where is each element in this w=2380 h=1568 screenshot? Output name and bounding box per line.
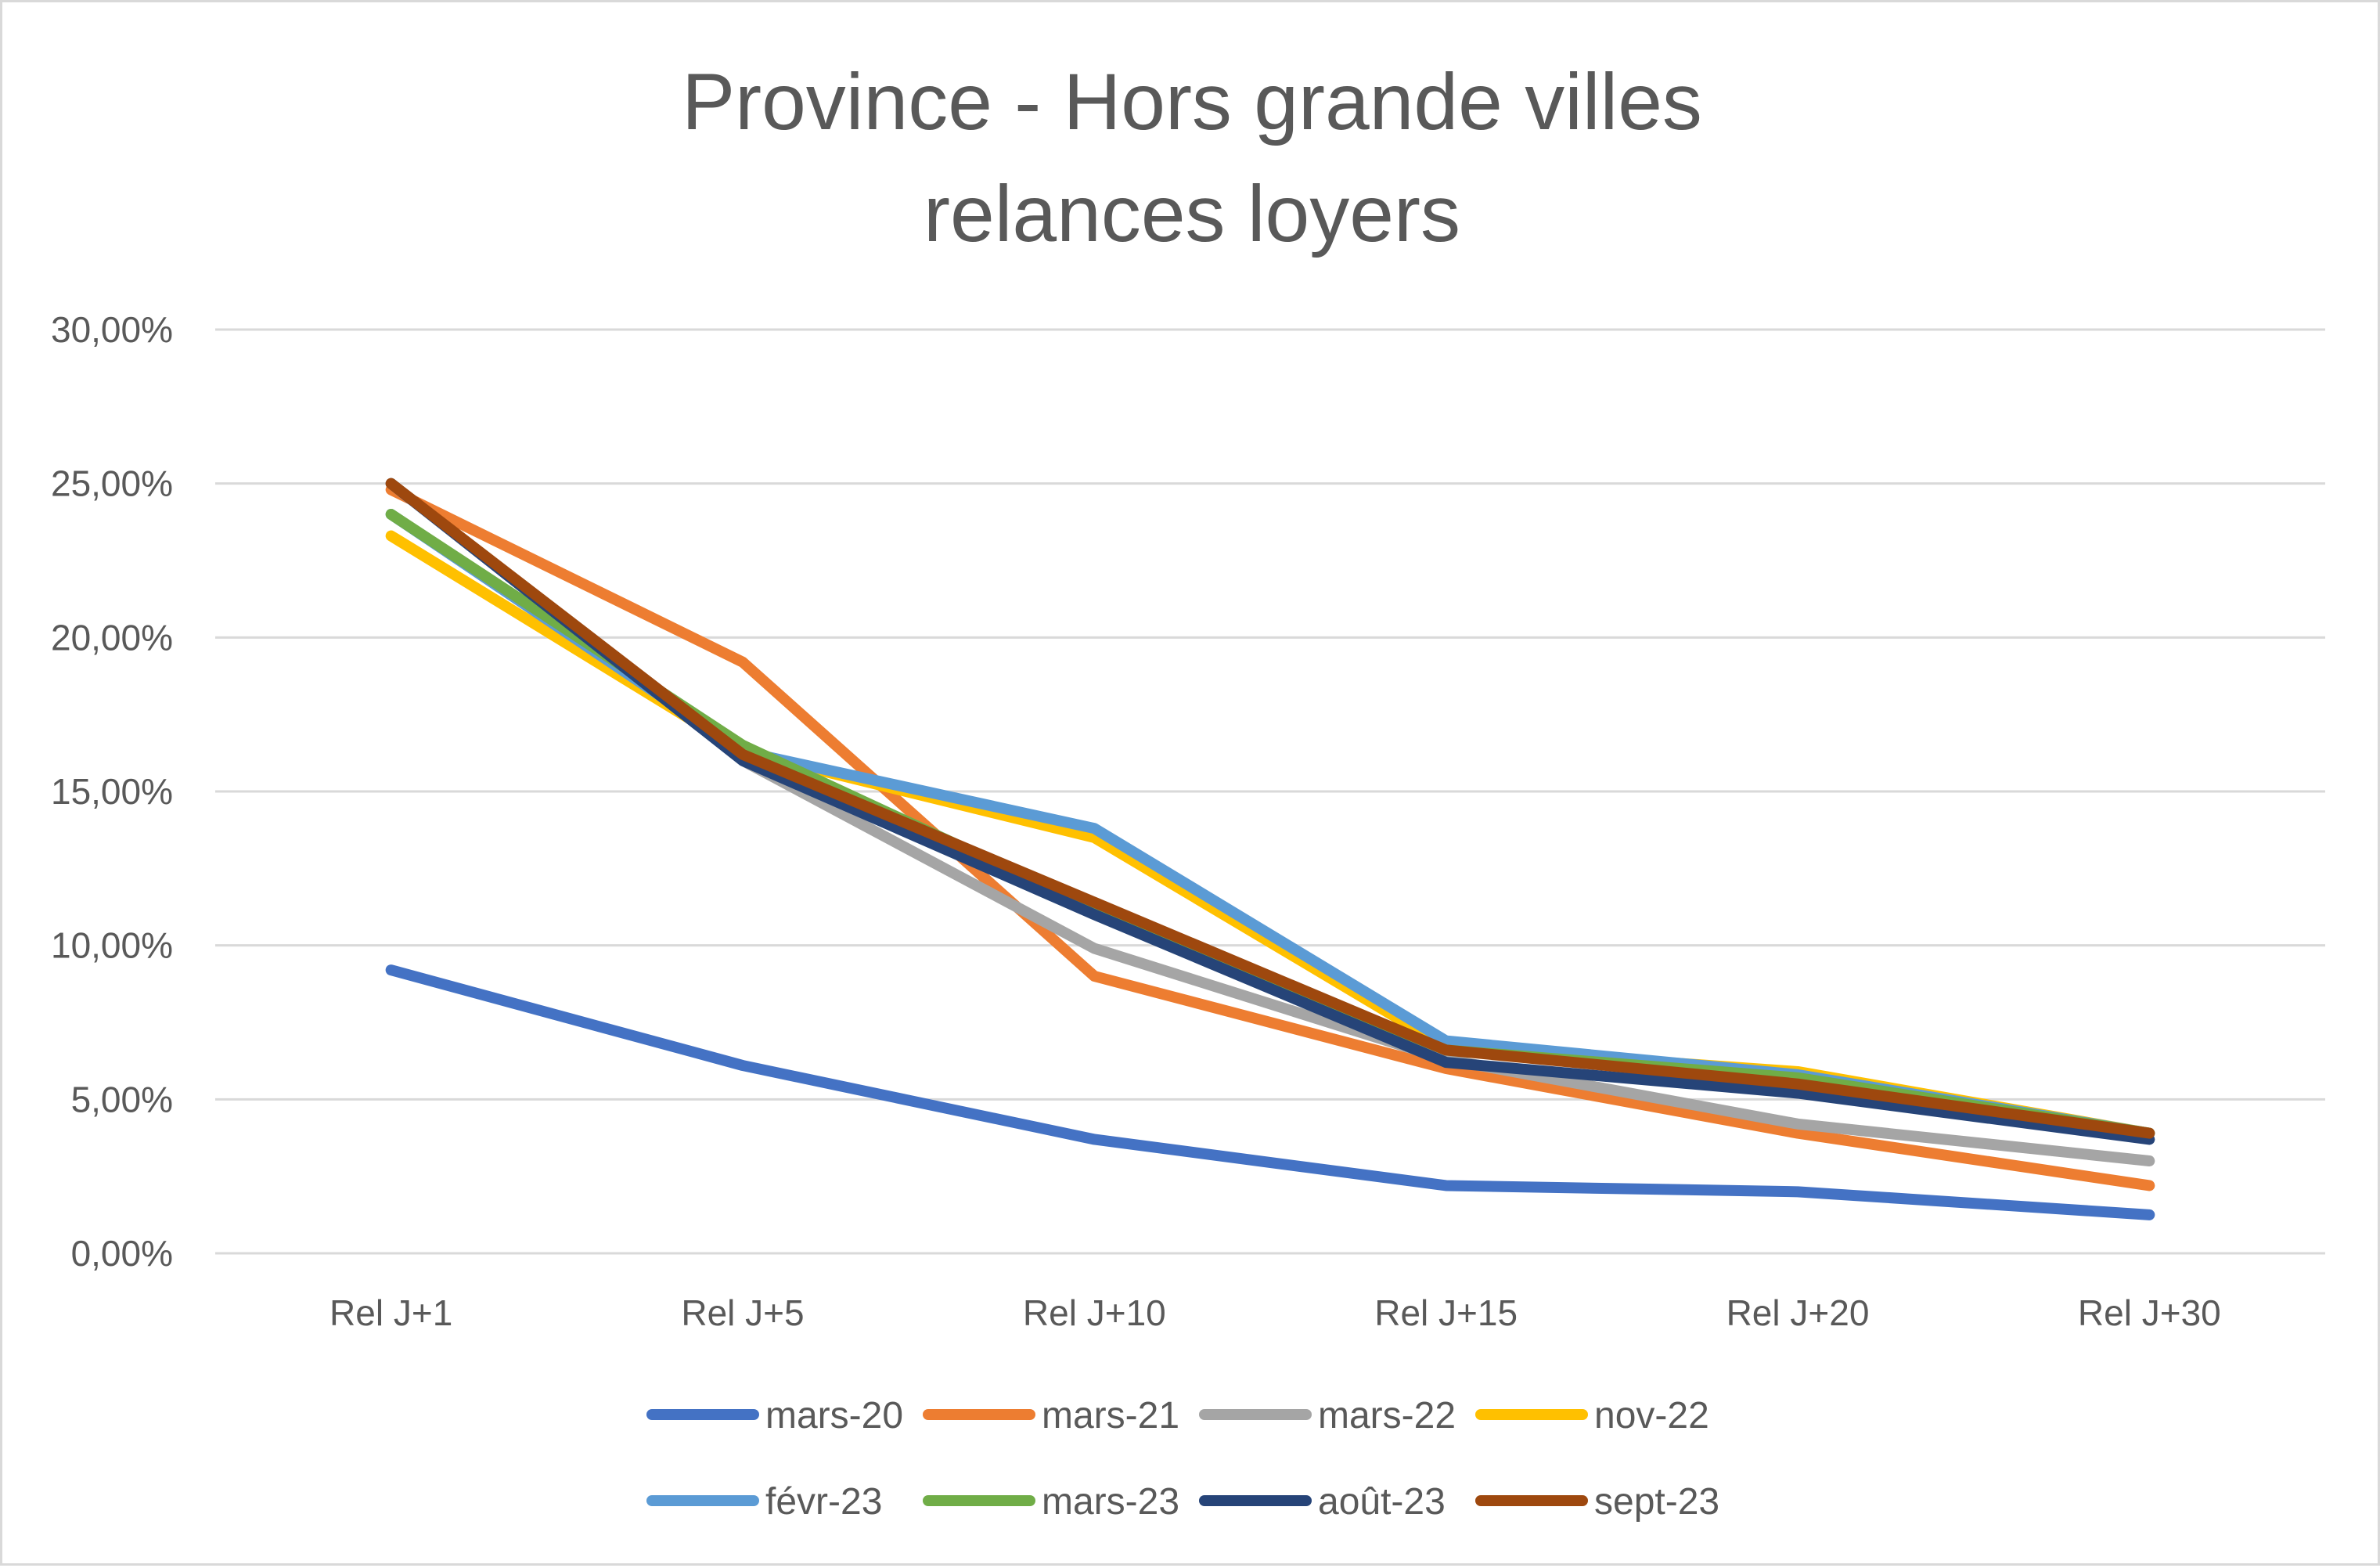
legend: mars-20 mars-21 mars-22 nov-22 févr-23 mars-2… [646, 1395, 1719, 1523]
y-tick-label: 5,00% [71, 1079, 173, 1119]
x-tick-label: Rel J+1 [329, 1292, 452, 1333]
legend-label: mars-21 [1042, 1395, 1179, 1436]
chart-title: Province - Hors grande villes relances l… [682, 57, 1702, 258]
y-axis-tick-labels: 0,00% 5,00% 10,00% 15,00% 20,00% 25,00% 30,00% [51, 309, 173, 1274]
x-axis-tick-labels: Rel J+1 Rel J+5 Rel J+10 Rel J+15 Rel J+20 Re… [329, 1292, 2221, 1333]
chart-title-line-2: relances loyers [924, 169, 1460, 258]
y-tick-label: 10,00% [51, 925, 173, 966]
legend-label: août-23 [1318, 1481, 1446, 1523]
legend-item: févr-23 [646, 1481, 882, 1523]
legend-label: sept-23 [1594, 1481, 1719, 1523]
y-tick-label: 30,00% [51, 309, 173, 350]
legend-label: mars-22 [1318, 1395, 1456, 1436]
legend-label: févr-23 [765, 1481, 882, 1523]
legend-item: mars-21 [923, 1395, 1179, 1436]
series-line-sept-23 [385, 478, 2155, 1139]
series-line-mars-22 [385, 478, 2155, 1166]
legend-item: mars-20 [646, 1395, 903, 1436]
legend-label: mars-20 [765, 1395, 903, 1436]
series-lines [385, 478, 2155, 1220]
y-tick-label: 15,00% [51, 771, 173, 812]
x-tick-label: Rel J+5 [681, 1292, 804, 1333]
x-tick-label: Rel J+15 [1374, 1292, 1518, 1333]
x-tick-label: Rel J+30 [2078, 1292, 2221, 1333]
x-tick-label: Rel J+20 [1726, 1292, 1870, 1333]
y-tick-label: 25,00% [51, 463, 173, 504]
y-tick-label: 0,00% [71, 1233, 173, 1274]
legend-item: nov-22 [1475, 1395, 1709, 1436]
y-tick-label: 20,00% [51, 617, 173, 658]
legend-label: nov-22 [1594, 1395, 1709, 1436]
legend-item: août-23 [1199, 1481, 1446, 1523]
legend-item: mars-23 [923, 1481, 1179, 1523]
legend-item: sept-23 [1475, 1481, 1719, 1523]
x-tick-label: Rel J+10 [1023, 1292, 1166, 1333]
chart-title-line-1: Province - Hors grande villes [682, 57, 1702, 146]
legend-item: mars-22 [1199, 1395, 1456, 1436]
series-line-mars-21 [385, 484, 2155, 1191]
legend-label: mars-23 [1042, 1481, 1179, 1523]
series-line-mars-20 [385, 964, 2155, 1220]
